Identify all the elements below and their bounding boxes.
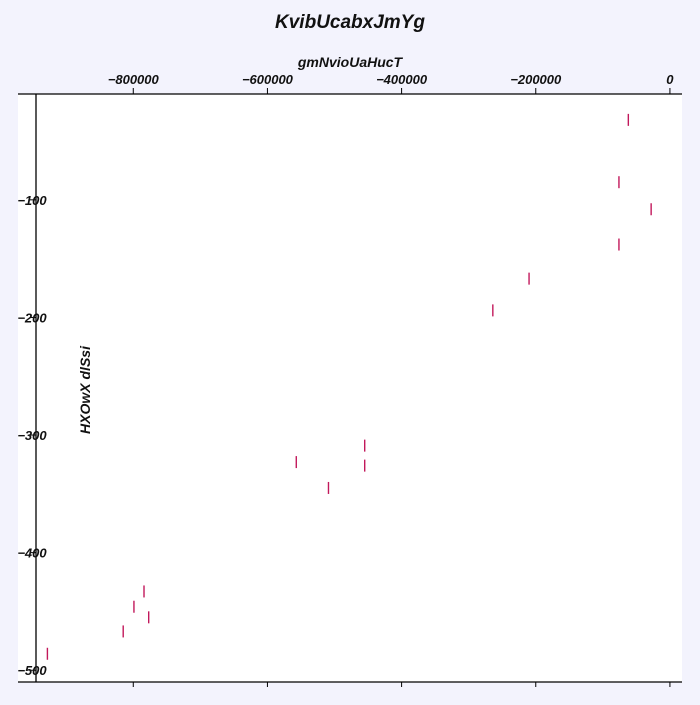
y-tick-label: −300 bbox=[17, 428, 47, 443]
x-tick-label: −800000 bbox=[108, 72, 160, 87]
y-axis-label: HXOwX dlSsi bbox=[77, 345, 93, 434]
y-tick-label: −200 bbox=[17, 310, 47, 325]
plot-background bbox=[18, 94, 682, 682]
x-tick-label: −600000 bbox=[242, 72, 294, 87]
chart-title: KvibUcabxJmYg bbox=[275, 12, 425, 33]
y-ticks: −100 −200 −300 −400 −500 bbox=[17, 193, 47, 678]
x-axis-label: gmNvioUaHucT bbox=[297, 54, 404, 70]
x-tick-label: −400000 bbox=[376, 72, 428, 87]
y-tick-label: −100 bbox=[17, 193, 47, 208]
x-tick-label: −200000 bbox=[510, 72, 562, 87]
y-tick-label: −400 bbox=[17, 546, 47, 561]
x-tick-label: 0 bbox=[666, 72, 674, 87]
y-tick-label: −500 bbox=[17, 663, 47, 678]
x-ticks: −800000 −600000 −400000 −200000 0 bbox=[108, 72, 674, 687]
data-markers bbox=[46, 113, 652, 660]
